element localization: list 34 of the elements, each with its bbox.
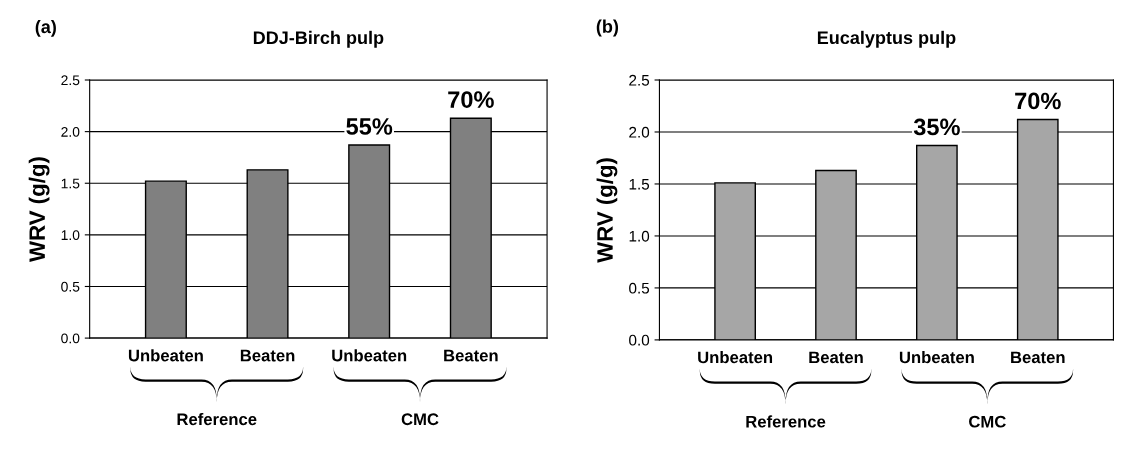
chart-title: DDJ-Birch pulp <box>253 30 384 48</box>
chart-title: Eucalyptus pulp <box>817 30 956 48</box>
text: (a) <box>35 19 56 37</box>
y-tick-label: 0.0 <box>61 333 80 344</box>
x-tick-label: Unbeaten <box>332 349 407 362</box>
y-tick-label: 2.5 <box>61 75 80 86</box>
annotation: 55% <box>346 118 393 135</box>
y-tick-label: 1.0 <box>61 230 80 241</box>
text: (b) <box>596 19 619 37</box>
text: CMC <box>969 415 1006 428</box>
annotation: 70% <box>448 91 494 108</box>
y-tick-label: 2.0 <box>629 126 650 138</box>
x-tick-label: Beaten <box>809 351 863 364</box>
text: CMC <box>401 413 439 426</box>
y-tick-label: 0.0 <box>629 334 650 346</box>
y-tick-label: 1.0 <box>629 230 650 242</box>
x-tick-label: Beaten <box>240 349 295 362</box>
annotation: 35% <box>913 118 960 136</box>
text: Reference <box>746 415 826 428</box>
y-tick-label: 2.5 <box>629 74 650 86</box>
y-tick-label: 0.5 <box>61 281 80 292</box>
y-tick-label: 2.0 <box>61 126 80 137</box>
annotation: 70% <box>1015 92 1061 110</box>
y-axis-title: WRV (g/g) <box>28 157 50 262</box>
text: Reference <box>177 412 257 426</box>
y-tick-label: 1.5 <box>61 178 80 189</box>
y-tick-label: 1.5 <box>629 178 650 190</box>
x-tick-label: Unbeaten <box>128 349 203 362</box>
x-tick-label: Beaten <box>444 349 498 362</box>
x-tick-label: Beaten <box>1011 351 1065 364</box>
x-tick-label: Unbeaten <box>899 351 974 364</box>
x-tick-label: Unbeaten <box>698 351 773 364</box>
y-tick-label: 0.5 <box>629 282 650 294</box>
y-axis-title: WRV (g/g) <box>596 158 618 263</box>
